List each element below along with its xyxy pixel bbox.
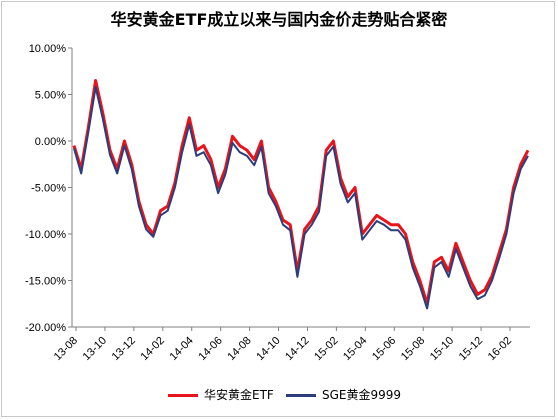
y-tick-label: -15.00% [25,276,66,288]
y-tick-label: -5.00% [31,183,66,195]
series-line-etf [72,79,530,306]
x-tick-label: 14-02 [139,335,167,363]
x-tick-label: 14-10 [254,335,282,363]
x-tick-label: 14-06 [196,335,224,363]
legend-label-sge: SGE黄金9999 [322,388,402,402]
x-tick-label: 15-12 [457,335,485,363]
y-tick-label: -20.00% [25,322,66,334]
axes [71,48,530,328]
x-tick-label: 13-12 [110,335,138,363]
x-tick-label: 14-08 [225,335,253,363]
series-line-sge [73,86,529,310]
x-tick-label: 13-08 [52,335,80,363]
y-tick-label: 0.00% [35,136,66,148]
x-tick-label: 14-12 [283,335,311,363]
x-tick-label: 15-08 [399,335,427,363]
legend-label-etf: 华安黄金ETF [204,388,274,402]
y-tick-label: 10.00% [29,43,67,55]
chart-title: 华安黄金ETF成立以来与国内金价走势贴合紧密 [110,10,448,29]
x-tick-label: 15-02 [312,335,340,363]
x-tick-label: 13-10 [81,335,109,363]
series-layer [72,79,530,310]
x-tick-label: 16-02 [486,335,514,363]
y-tick-label: -10.00% [25,229,66,241]
y-axis-ticks: 10.00% 5.00% 0.00% -5.00% -10.00% -15.00% -20.… [25,43,72,334]
x-tick-label: 15-06 [370,335,398,363]
x-axis-ticks: 13-08 13-10 13-12 14-02 14-04 14-06 14-08 14-10… [52,327,514,363]
y-tick-label: 5.00% [35,90,66,102]
x-tick-label: 15-10 [428,335,456,363]
legend-swatch-etf [168,394,198,397]
x-tick-label: 15-04 [341,335,369,363]
legend-swatch-sge [286,394,316,397]
x-tick-label: 14-04 [167,335,195,363]
